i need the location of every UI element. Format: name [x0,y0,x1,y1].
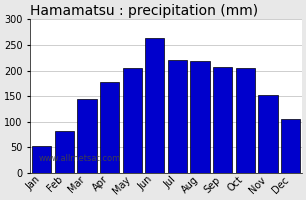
Bar [236,68,255,173]
Bar [100,82,119,173]
Bar [213,67,232,173]
Bar [190,61,210,173]
Bar [77,99,97,173]
Text: www.allmetsat.com: www.allmetsat.com [39,154,121,163]
Text: Hamamatsu : precipitation (mm): Hamamatsu : precipitation (mm) [30,4,259,18]
Bar [123,68,142,173]
Bar [55,131,74,173]
Bar [145,38,164,173]
Bar [168,60,187,173]
Bar [258,95,278,173]
Bar [32,146,51,173]
Bar [281,119,300,173]
